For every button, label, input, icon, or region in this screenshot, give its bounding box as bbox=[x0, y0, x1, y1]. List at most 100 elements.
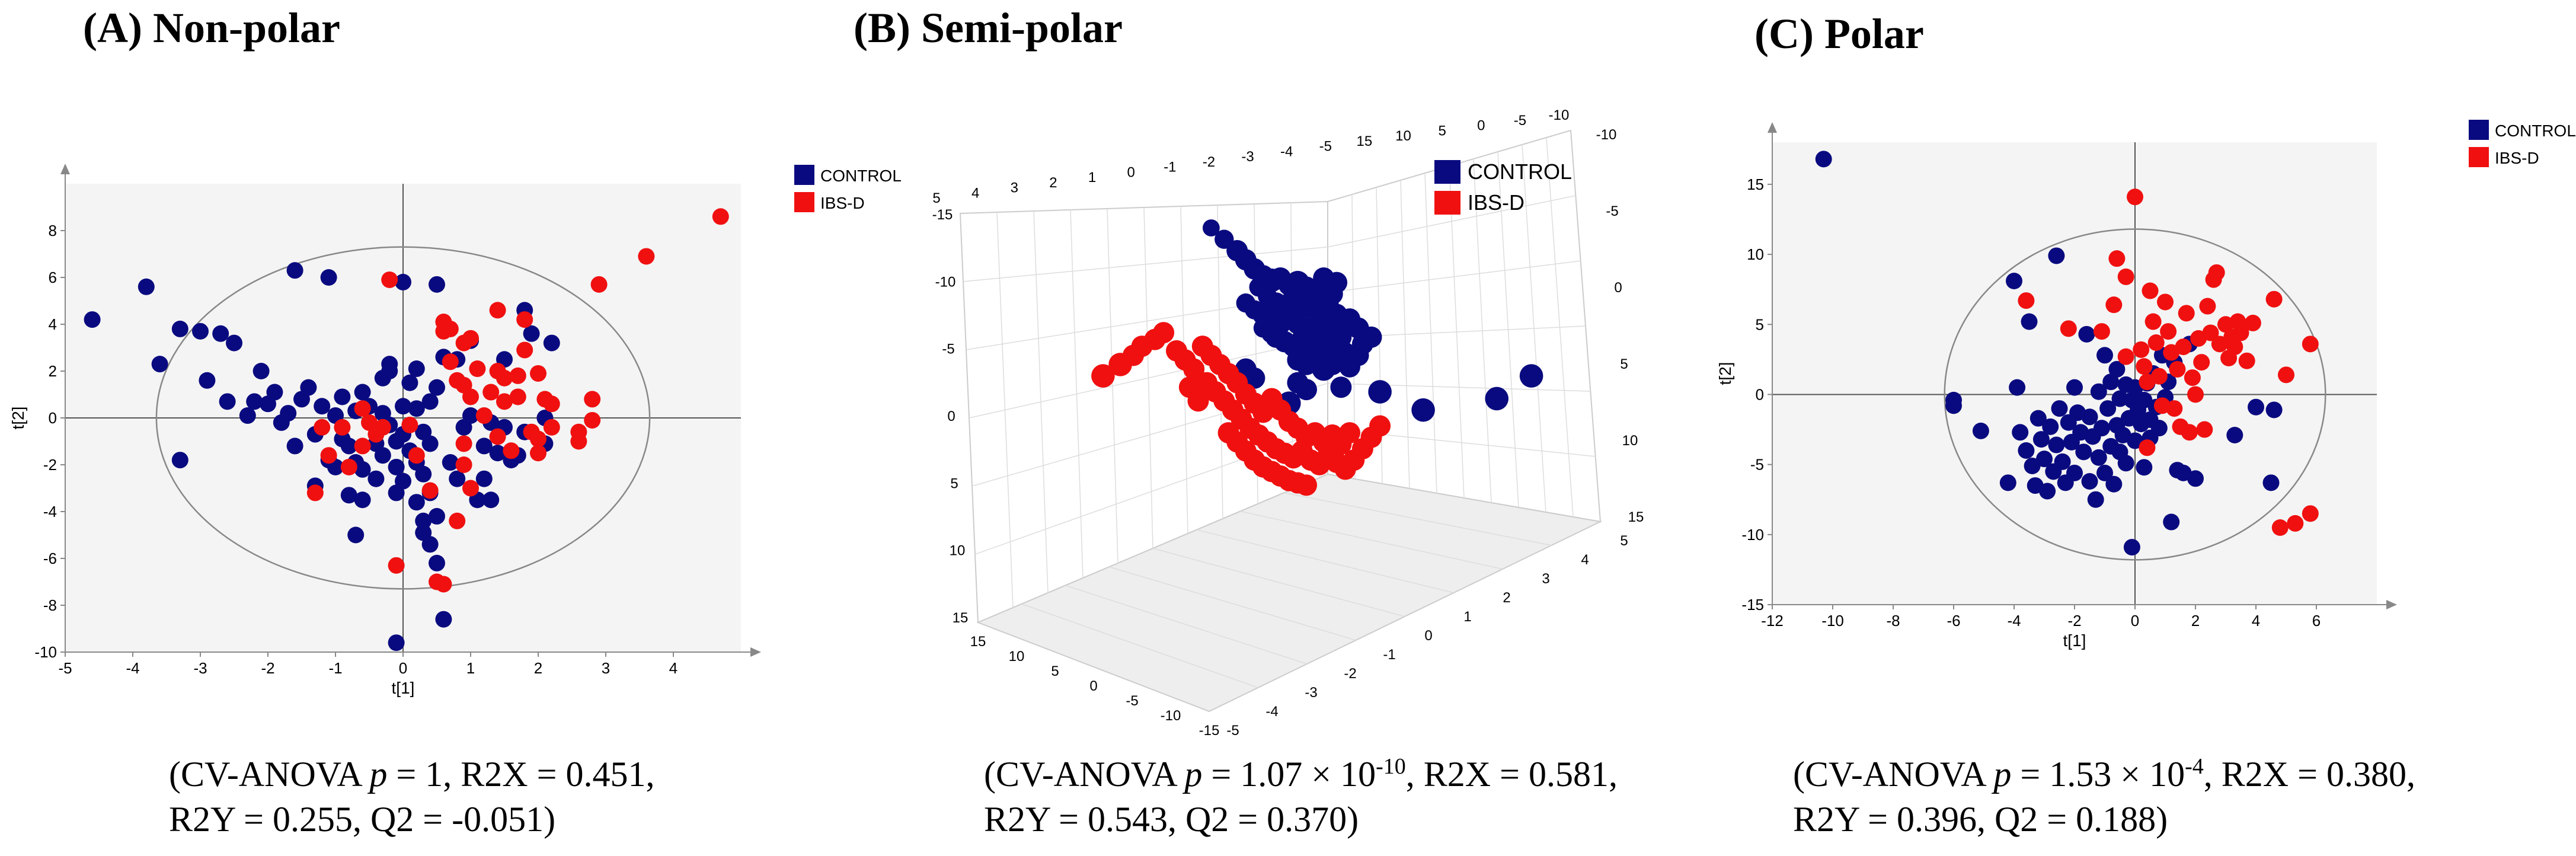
x-tick-label: 4 bbox=[2252, 612, 2260, 630]
control-point bbox=[2226, 427, 2243, 443]
x-tick-label: 1 bbox=[466, 659, 475, 677]
control-point bbox=[421, 536, 439, 553]
hotelling-ellipse bbox=[1944, 228, 2326, 561]
depth-tick-label: -4 bbox=[1265, 704, 1278, 720]
ibs-point bbox=[516, 311, 533, 328]
control-point bbox=[1360, 326, 1382, 348]
ibs-point bbox=[1187, 390, 1209, 412]
ibs-point bbox=[2232, 324, 2249, 341]
y-tick-label: -5 bbox=[1750, 456, 1764, 474]
x-tick-label: 4 bbox=[669, 659, 677, 677]
floor-grid-line bbox=[1109, 566, 1356, 641]
control-point bbox=[415, 512, 432, 529]
control-point bbox=[2163, 513, 2180, 531]
left-tick-label: -15 bbox=[932, 207, 953, 223]
right-tick-label: -10 bbox=[1596, 127, 1617, 143]
ibs-point bbox=[496, 393, 513, 410]
floor-grid-line bbox=[1065, 584, 1308, 665]
control-point bbox=[482, 491, 500, 509]
stats-c-line2: R2Y = 0.396, Q2 = 0.188) bbox=[1793, 800, 2168, 839]
y-tick-label: 10 bbox=[1747, 245, 1764, 263]
ibs-point bbox=[2196, 421, 2213, 438]
ibs-point bbox=[320, 447, 337, 464]
stats-c-pvalue: = 1.53 × 10 bbox=[2011, 755, 2185, 794]
ibs-point bbox=[496, 369, 513, 387]
control-point bbox=[408, 400, 425, 417]
control-point bbox=[1244, 367, 1265, 389]
left-tick-label: 10 bbox=[950, 543, 966, 559]
ibs-point bbox=[543, 395, 560, 413]
ibs-point bbox=[1153, 322, 1175, 344]
control-point bbox=[2187, 470, 2204, 487]
ibs-point bbox=[2117, 268, 2134, 285]
ibs-point bbox=[503, 442, 520, 459]
right-tick-label: -5 bbox=[1606, 203, 1618, 219]
control-point bbox=[1485, 387, 1508, 411]
control-point bbox=[2048, 247, 2065, 264]
control-point bbox=[2021, 313, 2038, 330]
ibs-point bbox=[354, 400, 371, 417]
y-tick-label: 5 bbox=[1756, 315, 1764, 333]
stats-a-prefix: (CV-ANOVA bbox=[169, 755, 370, 794]
legend-ibs-label: IBS-D bbox=[1468, 190, 1524, 215]
x-tick-label: 2 bbox=[2191, 612, 2200, 630]
control-point bbox=[2048, 436, 2065, 453]
control-point bbox=[239, 407, 256, 424]
ibs-point bbox=[388, 557, 405, 574]
control-point bbox=[388, 634, 405, 651]
ibs-point bbox=[2117, 348, 2134, 365]
control-point bbox=[340, 487, 357, 504]
control-point bbox=[2042, 418, 2059, 435]
ibs-point bbox=[2147, 334, 2165, 351]
ibs-point bbox=[2302, 505, 2319, 522]
bottom-tick-label: -15 bbox=[1199, 723, 1220, 739]
ibs-point bbox=[2211, 336, 2228, 353]
control-point bbox=[429, 379, 445, 396]
ibs-point bbox=[584, 391, 601, 408]
control-point bbox=[2012, 424, 2029, 441]
control-point bbox=[219, 393, 236, 410]
ibs-point bbox=[475, 407, 493, 424]
control-point bbox=[2009, 379, 2026, 396]
right-tick-label: 15 bbox=[1628, 509, 1644, 525]
control-point bbox=[367, 470, 385, 487]
control-point bbox=[314, 398, 331, 415]
x-tick-label: -2 bbox=[2067, 612, 2081, 630]
ibs-point bbox=[442, 353, 459, 370]
ibs-point bbox=[469, 360, 486, 378]
stats-b-p: p bbox=[1184, 755, 1203, 794]
control-point bbox=[1945, 397, 1962, 414]
ibs-point bbox=[2108, 250, 2126, 267]
ibs-point bbox=[2187, 386, 2204, 403]
x-tick-label: -4 bbox=[2007, 612, 2021, 630]
control-point bbox=[462, 407, 479, 424]
top-tick-label: 0 bbox=[1127, 164, 1134, 180]
stats-b-pvalue: = 1.07 × 10 bbox=[1202, 755, 1376, 794]
control-point bbox=[347, 526, 365, 544]
top-tick-label: 5 bbox=[1438, 123, 1446, 139]
bottom-tick-label: 0 bbox=[1089, 678, 1097, 694]
depth-tick-label: 4 bbox=[1581, 552, 1589, 568]
ibs-point bbox=[590, 276, 608, 293]
control-point bbox=[151, 356, 168, 373]
ibs-point bbox=[314, 419, 331, 436]
top-tick-label: -5 bbox=[1319, 139, 1332, 155]
chart-c: -12 -10 -8 -6 -4 -2 0 2 4 6 -15 -10 -5 0 5 10 15 t[1] t[2]… bbox=[1716, 120, 2576, 650]
ibs-point bbox=[340, 458, 357, 475]
control-point bbox=[2150, 420, 2168, 437]
depth-tick-label: 0 bbox=[1424, 628, 1432, 644]
control-point bbox=[1261, 322, 1283, 344]
top-tick-label: -1 bbox=[1164, 159, 1176, 175]
top-tick-label: 0 bbox=[1477, 118, 1485, 134]
depth-tick-label: 2 bbox=[1503, 590, 1510, 606]
control-point bbox=[2090, 383, 2107, 400]
control-point bbox=[2096, 464, 2113, 481]
control-point bbox=[388, 458, 405, 475]
control-point bbox=[2248, 398, 2264, 416]
control-point bbox=[340, 437, 357, 455]
ibs-point bbox=[509, 367, 526, 384]
stats-a-pvalue: = 1, R2X = 0.451, bbox=[387, 755, 655, 794]
left-tick-label: 15 bbox=[953, 610, 969, 626]
control-point bbox=[2006, 273, 2022, 289]
ibs-point bbox=[2018, 292, 2035, 309]
